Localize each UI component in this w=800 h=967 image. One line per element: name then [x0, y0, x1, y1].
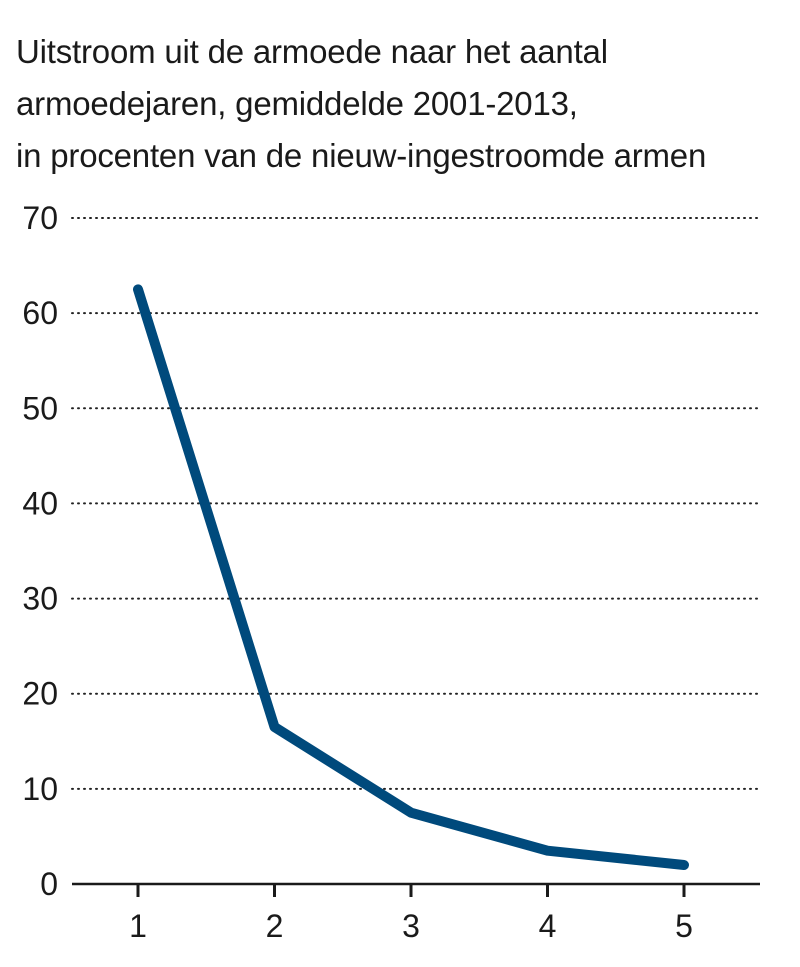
series-layer	[133, 284, 689, 870]
series-line	[133, 284, 689, 870]
chart-title-line-1: Uitstroom uit de armoede naar het aantal	[16, 33, 608, 70]
y-tick-label-10: 10	[22, 771, 58, 807]
chart-title-line-2: armoedejaren, gemiddelde 2001-2013,	[16, 85, 578, 122]
x-axis-ticks: 1 2 3 4 5	[129, 884, 693, 944]
y-tick-label-20: 20	[22, 676, 58, 712]
x-tick-label-5: 5	[675, 908, 693, 944]
y-tick-label-70: 70	[22, 200, 58, 236]
y-tick-label-0: 0	[40, 866, 58, 902]
y-tick-label-30: 30	[22, 581, 58, 617]
x-tick-label-3: 3	[402, 908, 420, 944]
gridlines	[71, 217, 761, 790]
chart-title-line-3: in procenten van de nieuw-ingestroomde a…	[16, 137, 707, 174]
y-tick-label-60: 60	[22, 295, 58, 331]
y-tick-label-40: 40	[22, 485, 58, 521]
y-tick-label-50: 50	[22, 390, 58, 426]
x-tick-label-1: 1	[129, 908, 147, 944]
x-tick-label-4: 4	[539, 908, 557, 944]
chart-title: Uitstroom uit de armoede naar het aantal…	[16, 26, 786, 182]
y-axis-tick-labels: 0 10 20 30 40 50 60 70	[22, 200, 58, 902]
x-tick-label-2: 2	[266, 908, 284, 944]
